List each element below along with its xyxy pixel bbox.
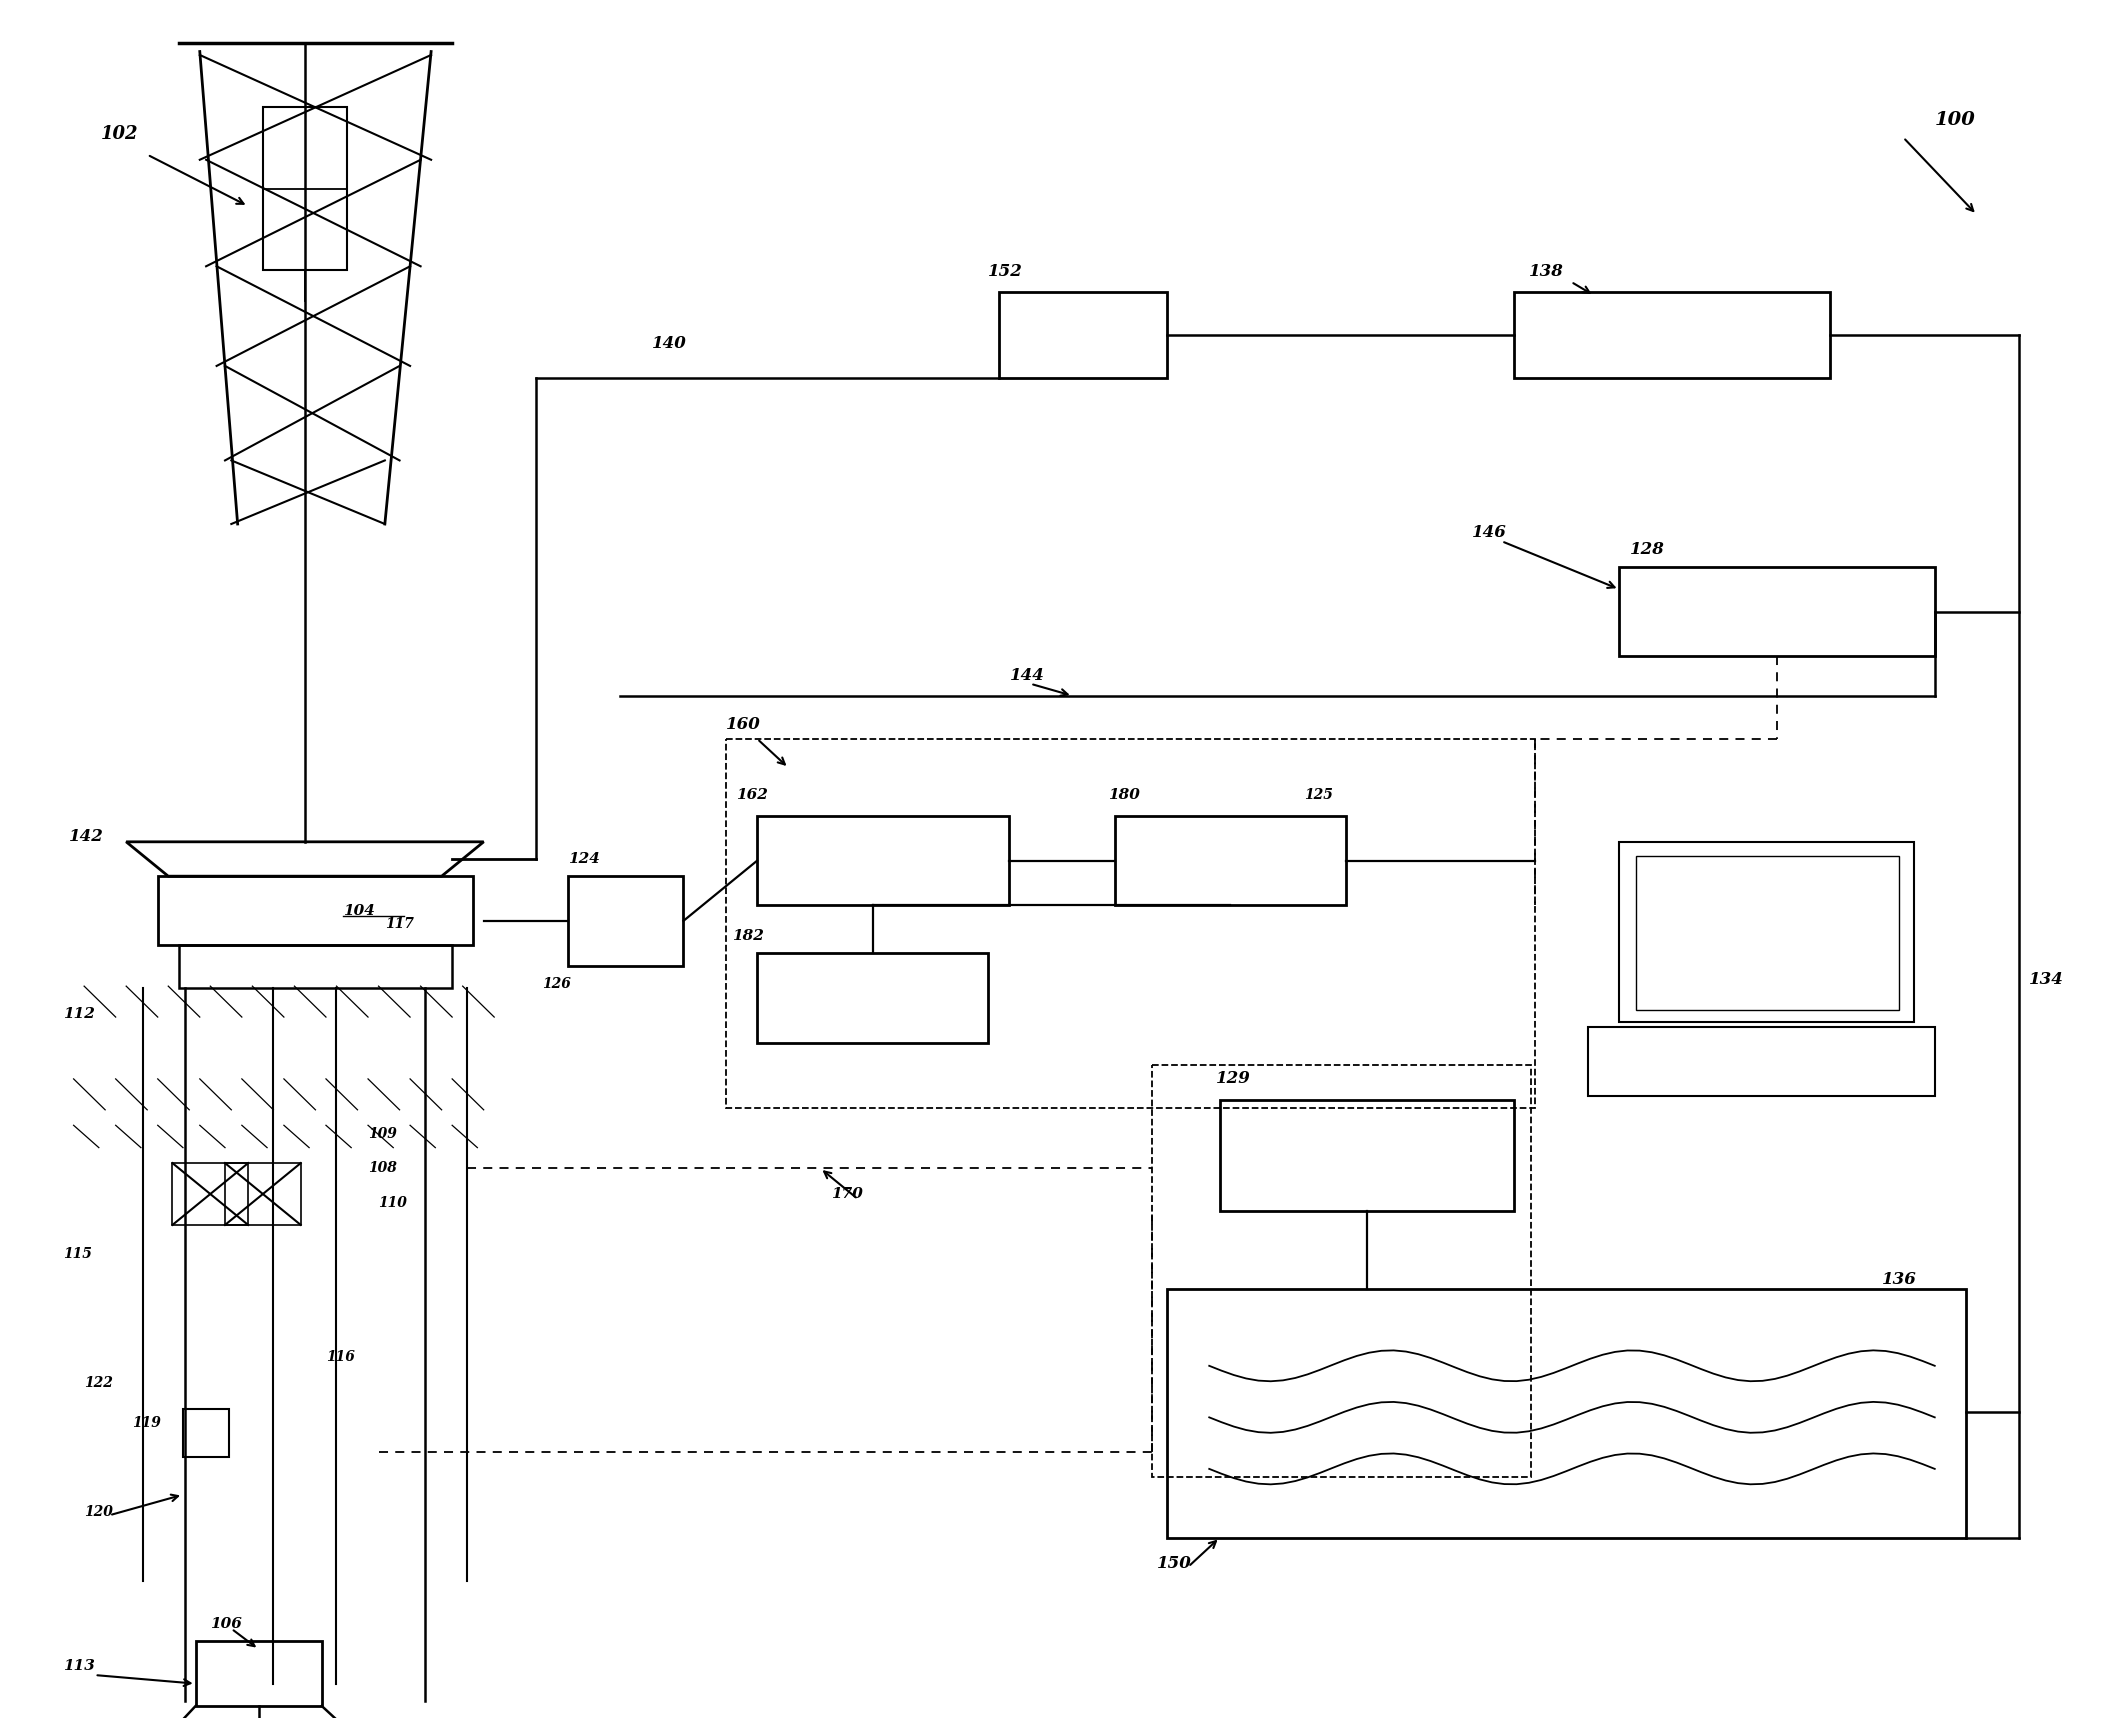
Text: 146: 146: [1472, 524, 1508, 541]
Text: 108: 108: [368, 1161, 397, 1175]
Text: 117: 117: [385, 917, 414, 931]
Text: 140: 140: [652, 335, 688, 352]
Text: 144: 144: [1009, 667, 1045, 684]
Text: 138: 138: [1529, 263, 1565, 280]
Text: 152: 152: [988, 263, 1024, 280]
Text: 116: 116: [326, 1350, 355, 1364]
Text: 126: 126: [543, 978, 572, 991]
Text: 124: 124: [568, 852, 599, 866]
Text: 122: 122: [84, 1376, 114, 1390]
Bar: [757, 816, 1009, 905]
Bar: [1619, 567, 1935, 656]
Text: 100: 100: [1935, 112, 1975, 129]
Bar: [1167, 1288, 1966, 1538]
Text: 110: 110: [379, 1196, 408, 1209]
Text: 128: 128: [1630, 541, 1666, 558]
Bar: [1152, 1065, 1531, 1477]
Bar: [999, 292, 1167, 378]
Bar: [225, 1163, 301, 1225]
Text: 115: 115: [63, 1247, 93, 1261]
Text: 160: 160: [726, 716, 761, 734]
Bar: [1588, 1027, 1935, 1096]
Text: 104: 104: [343, 904, 374, 917]
Bar: [263, 107, 347, 270]
Text: 120: 120: [84, 1505, 114, 1519]
Text: 102: 102: [101, 125, 139, 143]
Bar: [726, 739, 1535, 1108]
Bar: [1619, 842, 1914, 1022]
Text: 112: 112: [63, 1007, 95, 1020]
Bar: [757, 953, 988, 1043]
Bar: [172, 1163, 248, 1225]
Bar: [568, 876, 683, 966]
Text: 125: 125: [1304, 789, 1333, 802]
Bar: [1636, 856, 1899, 1010]
Text: 113: 113: [63, 1660, 95, 1673]
Bar: [1115, 816, 1346, 905]
Text: 180: 180: [1108, 789, 1140, 802]
Text: 136: 136: [1882, 1271, 1918, 1288]
Text: 129: 129: [1216, 1070, 1251, 1087]
Bar: [196, 1641, 322, 1706]
Text: 170: 170: [831, 1187, 862, 1201]
Bar: [1220, 1100, 1514, 1211]
Bar: [158, 876, 473, 945]
Text: 162: 162: [736, 789, 768, 802]
Text: 119: 119: [132, 1416, 162, 1429]
Bar: [179, 945, 452, 988]
Text: 142: 142: [69, 828, 105, 845]
Text: 109: 109: [368, 1127, 397, 1141]
Text: 134: 134: [2029, 971, 2065, 988]
Text: 150: 150: [1157, 1555, 1192, 1572]
Text: 106: 106: [210, 1617, 242, 1630]
Text: 182: 182: [732, 929, 763, 943]
Bar: [1514, 292, 1830, 378]
Bar: [183, 1409, 229, 1457]
